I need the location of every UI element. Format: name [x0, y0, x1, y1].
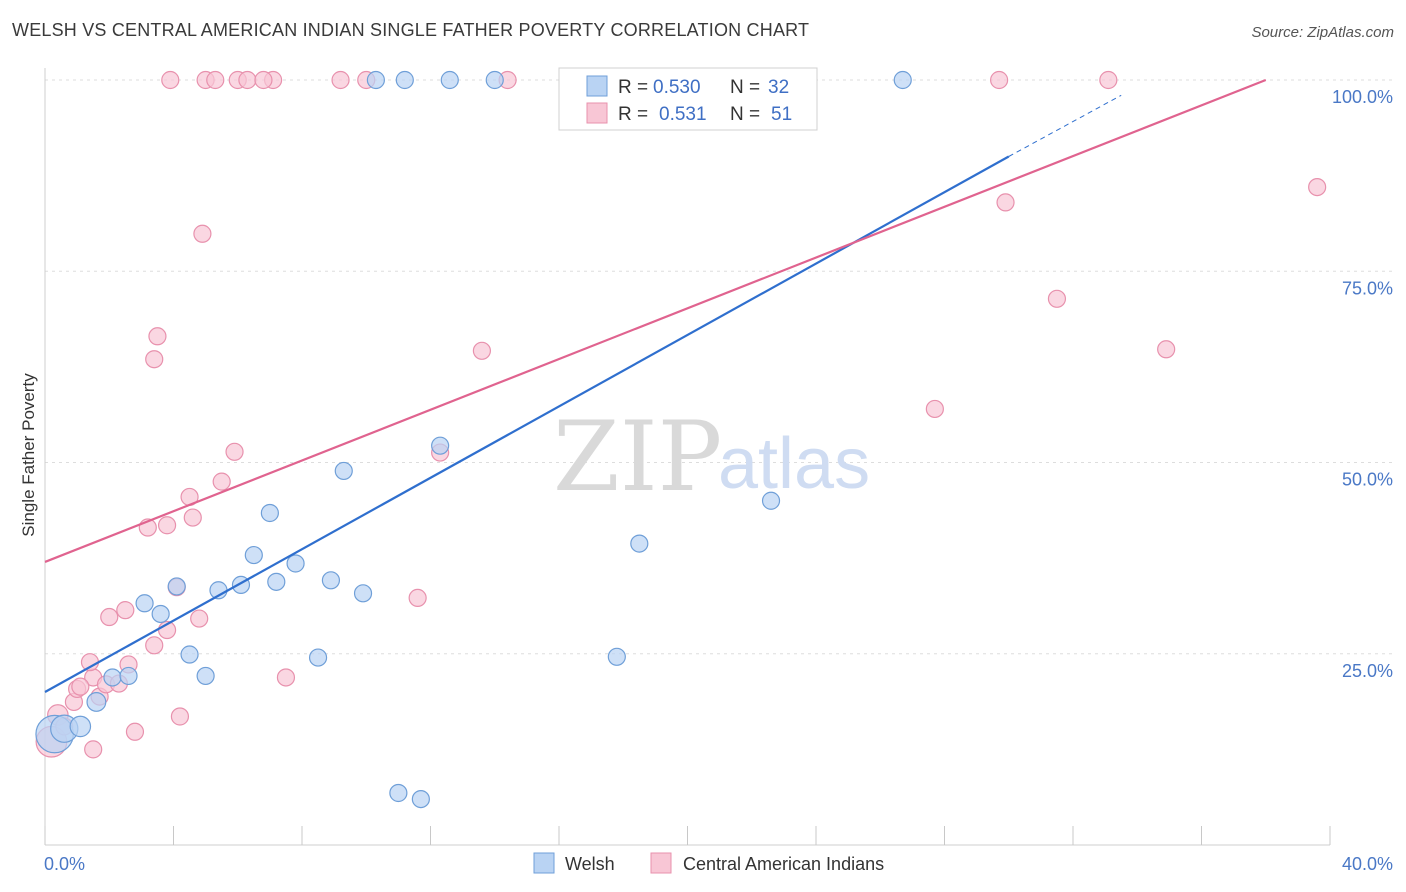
data-point-cai: [206, 70, 225, 90]
data-point-cai: [145, 636, 164, 655]
data-point-cai: [170, 707, 190, 726]
data-point-welsh: [286, 554, 305, 573]
series-central-american-indians: [35, 70, 1327, 759]
y-axis-title: Single Father Poverty: [19, 373, 38, 537]
y-tick-label: 100.0%: [1332, 87, 1393, 107]
data-point-welsh: [151, 604, 170, 624]
trend-line-extension-welsh: [1008, 94, 1122, 157]
data-point-welsh: [485, 70, 504, 90]
data-point-cai: [990, 70, 1009, 90]
data-point-cai: [84, 740, 103, 759]
data-point-cai: [145, 350, 164, 369]
data-point-cai: [254, 70, 273, 90]
data-point-welsh: [267, 572, 286, 591]
data-point-cai: [925, 399, 944, 419]
x-tick-label: 0.0%: [44, 854, 85, 874]
data-point-welsh: [389, 783, 408, 803]
data-point-cai: [116, 601, 135, 620]
data-point-cai: [183, 508, 202, 527]
trend-line-cai: [44, 78, 1267, 563]
legend-swatch-cai: [586, 102, 608, 124]
data-point-welsh: [353, 584, 373, 603]
data-point-welsh: [167, 577, 186, 596]
data-point-welsh: [607, 647, 626, 666]
data-point-welsh: [308, 648, 328, 667]
legend-n-value-cai: 51: [771, 104, 792, 125]
data-point-cai: [276, 668, 296, 687]
chart-title: WELSH VS CENTRAL AMERICAN INDIAN SINGLE …: [12, 20, 810, 40]
data-point-cai: [238, 70, 257, 90]
data-point-cai: [190, 609, 209, 628]
data-point-welsh: [69, 715, 92, 738]
data-point-cai: [472, 341, 491, 360]
data-point-welsh: [334, 461, 353, 481]
legend-r-value-cai: 0.531: [659, 104, 707, 125]
legend-n-label-welsh: N =: [730, 77, 760, 98]
data-point-cai: [1047, 289, 1067, 308]
legend-n-label-cai: N =: [730, 104, 760, 125]
data-point-welsh: [180, 645, 199, 664]
tick-labels: 25.0% 50.0% 75.0% 100.0% 0.0% 40.0%: [44, 87, 1393, 874]
watermark: ZIP atlas: [553, 401, 870, 513]
data-point-cai: [996, 193, 1015, 212]
trend-lines: [44, 78, 1267, 693]
data-point-cai: [161, 70, 180, 90]
y-tick-label: 50.0%: [1342, 470, 1393, 490]
data-point-welsh: [395, 70, 414, 90]
bottom-legend-label-cai: Central American Indians: [683, 854, 884, 874]
data-point-cai: [212, 472, 231, 491]
x-tick-label: 40.0%: [1342, 854, 1393, 874]
y-tick-label: 75.0%: [1342, 278, 1393, 298]
data-point-welsh: [321, 571, 341, 590]
data-point-welsh: [119, 666, 138, 686]
data-point-cai: [157, 516, 177, 535]
data-point-welsh: [103, 668, 122, 687]
data-point-welsh: [761, 491, 781, 510]
legend-n-value-welsh: 32: [768, 77, 789, 98]
legend-r-label-welsh: R =: [618, 77, 648, 98]
data-point-cai: [1308, 178, 1327, 197]
watermark-atlas: atlas: [718, 424, 870, 504]
data-point-cai: [1157, 340, 1176, 359]
legend-r-label-cai: R =: [618, 104, 648, 125]
data-point-cai: [331, 70, 350, 90]
stats-legend: R = 0.530 N = 32 R = 0.531 N = 51: [558, 67, 818, 131]
data-point-welsh: [86, 691, 107, 712]
data-point-cai: [408, 588, 427, 608]
bottom-legend-swatch-welsh: [533, 852, 555, 874]
data-point-welsh: [431, 436, 450, 455]
data-point-welsh: [260, 503, 279, 523]
series-welsh: [35, 70, 912, 809]
data-point-welsh: [893, 70, 912, 90]
data-point-cai: [71, 677, 90, 696]
legend-r-value-welsh: 0.530: [653, 77, 701, 98]
data-point-cai: [193, 224, 212, 243]
data-point-welsh: [630, 534, 649, 553]
data-point-cai: [225, 442, 244, 461]
data-point-cai: [125, 722, 145, 741]
grid-layer: [45, 79, 1395, 655]
axis-layer: [44, 68, 1331, 846]
watermark-zip: ZIP: [553, 401, 722, 513]
data-point-welsh: [366, 70, 385, 90]
data-point-cai: [1099, 70, 1118, 90]
data-point-welsh: [440, 70, 459, 90]
data-point-cai: [148, 327, 167, 346]
data-point-cai: [100, 607, 119, 627]
data-point-welsh: [411, 789, 430, 809]
y-tick-label: 25.0%: [1342, 661, 1393, 681]
bottom-legend-swatch-cai: [650, 852, 672, 874]
data-point-welsh: [196, 666, 215, 686]
legend-swatch-welsh: [586, 75, 608, 97]
data-point-welsh: [135, 594, 154, 613]
bottom-legend-label-welsh: Welsh: [565, 854, 615, 874]
source-credit: Source: ZipAtlas.com: [1251, 24, 1394, 41]
bottom-legend: Welsh Central American Indians: [533, 852, 884, 874]
data-point-welsh: [244, 545, 263, 565]
